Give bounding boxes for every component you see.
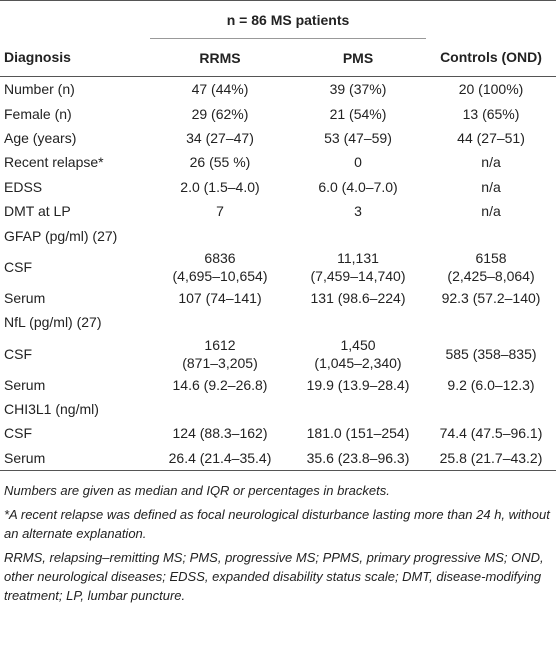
cell: 9.2 (6.0–12.3): [447, 376, 535, 393]
cell: 7: [216, 203, 224, 220]
row-label: Number (n): [4, 81, 75, 98]
cell-line: 6836: [204, 249, 236, 266]
cell: 13 (65%): [462, 105, 520, 122]
section-row: GFAP (pg/ml) (27): [0, 223, 556, 247]
spanning-header-row: n = 86 MS patients: [0, 0, 556, 39]
cell: n/a: [481, 203, 501, 220]
footnote: Numbers are given as median and IQR or p…: [4, 483, 390, 499]
cell: 39 (37%): [329, 81, 387, 98]
data-row: CSF 124 (88.3–162) 181.0 (151–254) 74.4 (47…: [0, 421, 556, 445]
cell-line: 1,450: [340, 336, 376, 353]
row-label: Serum: [4, 376, 46, 393]
column-header: Controls (OND): [426, 38, 556, 77]
cell: 21 (54%): [329, 105, 387, 122]
cell: 107 (74–141): [178, 289, 262, 306]
spanning-header: n = 86 MS patients: [150, 0, 427, 39]
data-row: EDSS 2.0 (1.5–4.0) 6.0 (4.0–7.0) n/a: [0, 175, 556, 199]
cell: 34 (27–47): [186, 129, 254, 146]
row-label: CSF: [4, 425, 32, 442]
cell-line: (7,459–14,740): [310, 267, 406, 284]
cell: 19.9 (13.9–28.4): [306, 376, 410, 393]
row-label: CHI3L1 (ng/ml): [4, 401, 99, 418]
footnote: *A recent relapse was defined as focal n…: [4, 507, 550, 542]
cell-line: 1612: [204, 336, 236, 353]
cell: n/a: [481, 154, 501, 171]
row-label: DMT at LP: [4, 203, 71, 220]
row-label: Age (years): [4, 129, 77, 146]
row-label: EDSS: [4, 178, 43, 195]
data-row: Recent relapse* 26 (55 %) 0 n/a: [0, 150, 556, 174]
cell: 3: [354, 203, 362, 220]
column-header: RRMS: [150, 38, 290, 77]
row-label: Recent relapse*: [4, 154, 104, 171]
row-label: Serum: [4, 289, 46, 306]
cell-line: (2,425–8,064): [447, 267, 535, 284]
cell: 26 (55 %): [189, 154, 251, 171]
cell: 585 (358–835): [445, 345, 537, 362]
data-table: n = 86 MS patients Diagnosis RRMS PMS Contr…: [0, 0, 556, 472]
data-row: CSF 1612 (871–3,205) 1,450 (1,045–2,340) 585 …: [0, 335, 556, 373]
cell: 6836 (4,695–10,654): [150, 248, 290, 286]
data-row: Serum 26.4 (21.4–35.4) 35.6 (23.8–96.3) 25.…: [0, 446, 556, 471]
cell: 20 (100%): [458, 81, 524, 98]
cell: 6158 (2,425–8,064): [426, 248, 556, 286]
section-row: CHI3L1 (ng/ml): [0, 397, 556, 421]
data-row: Female (n) 29 (62%) 21 (54%) 13 (65%): [0, 101, 556, 125]
row-label: Female (n): [4, 105, 72, 122]
data-row: DMT at LP 7 3 n/a: [0, 199, 556, 223]
footnotes: Numbers are given as median and IQR or p…: [0, 471, 556, 605]
cell: 26.4 (21.4–35.4): [168, 449, 272, 466]
column-header-row: Diagnosis RRMS PMS Controls (OND): [0, 38, 556, 77]
cell: 35.6 (23.8–96.3): [306, 449, 410, 466]
cell: 25.8 (21.7–43.2): [439, 449, 543, 466]
cell-line: (871–3,205): [182, 354, 258, 371]
row-label: GFAP (pg/ml) (27): [4, 227, 118, 244]
cell-line: (4,695–10,654): [172, 267, 268, 284]
cell: 29 (62%): [191, 105, 249, 122]
cell: 53 (47–59): [324, 129, 392, 146]
cell: 74.4 (47.5–96.1): [439, 425, 543, 442]
row-label: CSF: [4, 345, 32, 362]
cell: 0: [354, 154, 362, 171]
cell: 181.0 (151–254): [306, 425, 410, 442]
cell: 124 (88.3–162): [172, 425, 268, 442]
footnote: RRMS, relapsing–remitting MS; PMS, progr…: [4, 550, 544, 604]
cell: 11,131 (7,459–14,740): [290, 248, 426, 286]
cell: 131 (98.6–224): [310, 289, 406, 306]
data-row: Number (n) 47 (44%) 39 (37%) 20 (100%): [0, 77, 556, 102]
cell: 44 (27–51): [457, 129, 525, 146]
row-label: NfL (pg/ml) (27): [4, 314, 102, 331]
row-label: Serum: [4, 449, 46, 466]
data-row: Serum 107 (74–141) 131 (98.6–224) 92.3 (57.…: [0, 286, 556, 310]
cell: 47 (44%): [191, 81, 249, 98]
section-row: NfL (pg/ml) (27): [0, 310, 556, 334]
cell: 2.0 (1.5–4.0): [180, 178, 260, 195]
data-row: CSF 6836 (4,695–10,654) 11,131 (7,459–14,740…: [0, 248, 556, 286]
cell-line: 6158: [475, 249, 507, 266]
column-header: Diagnosis: [0, 38, 150, 77]
cell: n/a: [481, 178, 501, 195]
cell: 6.0 (4.0–7.0): [318, 178, 398, 195]
column-header: PMS: [290, 38, 427, 77]
cell: 14.6 (9.2–26.8): [172, 376, 268, 393]
data-row: Serum 14.6 (9.2–26.8) 19.9 (13.9–28.4) 9.2 …: [0, 373, 556, 397]
cell: 92.3 (57.2–140): [441, 289, 541, 306]
cell-line: (1,045–2,340): [314, 354, 402, 371]
cell-line: 11,131: [337, 249, 379, 266]
row-label: CSF: [4, 258, 32, 275]
cell: 1,450 (1,045–2,340): [290, 335, 426, 373]
data-row: Age (years) 34 (27–47) 53 (47–59) 44 (27–51…: [0, 126, 556, 150]
cell: 1612 (871–3,205): [150, 335, 290, 373]
